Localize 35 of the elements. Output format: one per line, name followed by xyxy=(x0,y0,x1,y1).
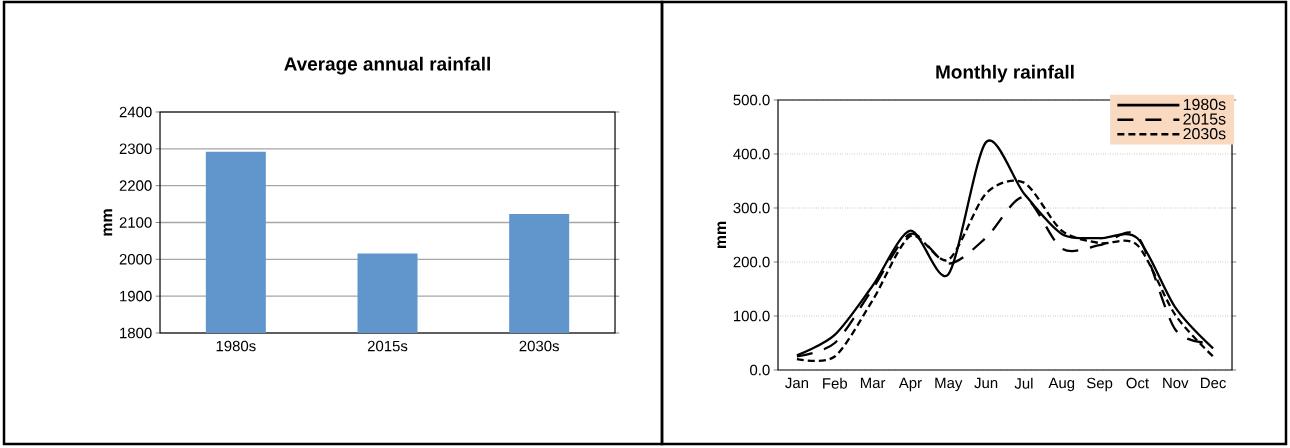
x-tick-label: Dec xyxy=(1201,377,1226,389)
x-tick-label: May xyxy=(935,377,963,392)
x-tick-label: Sep xyxy=(1086,377,1113,392)
chart-title: Monthly rainfall xyxy=(936,64,1074,83)
x-tick-label: Jun xyxy=(974,377,998,389)
y-tick-label: 100.0 xyxy=(733,310,770,322)
x-tick-label: 1980s xyxy=(216,340,256,352)
x-tick-label: Feb xyxy=(823,377,848,389)
y-tick-label: 200.0 xyxy=(733,256,770,268)
x-tick-label: Aug xyxy=(1048,377,1075,392)
x-tick-label: Nov xyxy=(1163,377,1189,389)
y-tick-label: 2400 xyxy=(119,106,152,118)
y-tick-label: 500.0 xyxy=(733,94,770,106)
y-tick-label: 2300 xyxy=(119,143,152,155)
x-tick-label: 2030s xyxy=(519,340,559,352)
y-axis-title: mm xyxy=(717,221,726,249)
legend-label: 2030s xyxy=(1183,127,1226,140)
x-tick-label: Jan xyxy=(785,377,809,389)
y-tick-label: 0.0 xyxy=(750,364,770,376)
y-tick-label: 2000 xyxy=(119,254,152,265)
legend-label: 2015s xyxy=(1183,113,1226,125)
y-tick-label: 400.0 xyxy=(733,148,770,160)
legend-label: 1980s xyxy=(1183,98,1226,111)
x-tick-label: 2015s xyxy=(367,340,408,352)
y-tick-label: 2200 xyxy=(119,180,152,191)
x-tick-label: Jul xyxy=(1014,377,1033,389)
x-tick-label: Apr xyxy=(898,377,922,392)
chart-title: Average annual rainfall xyxy=(284,56,490,75)
y-tick-label: 2100 xyxy=(119,217,152,228)
x-tick-label: Mar xyxy=(860,377,886,389)
x-tick-label: Oct xyxy=(1126,377,1149,389)
y-tick-label: 300.0 xyxy=(733,202,770,214)
y-axis-title: mm xyxy=(103,209,113,236)
y-tick-label: 1800 xyxy=(120,327,152,339)
y-tick-label: 1900 xyxy=(120,290,152,302)
